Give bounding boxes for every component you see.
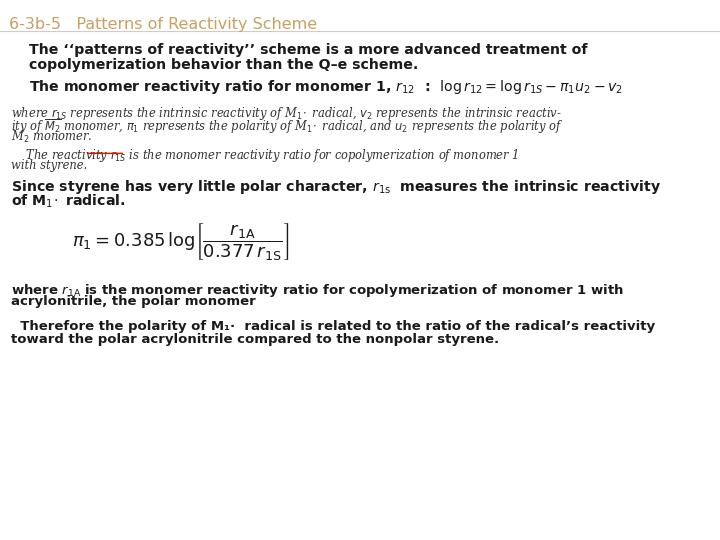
Text: copolymerization behavior than the Q–e scheme.: copolymerization behavior than the Q–e s… bbox=[29, 58, 418, 72]
Text: The reactivity $r_{1S}$ is the monomer reactivity ratio for copolymerization of : The reactivity $r_{1S}$ is the monomer r… bbox=[11, 147, 519, 164]
Text: where $r_{1\mathrm{A}}$ is the monomer reactivity ratio for copolymerization of : where $r_{1\mathrm{A}}$ is the monomer r… bbox=[11, 282, 624, 299]
Text: of M$_1\!\cdot$ radical.: of M$_1\!\cdot$ radical. bbox=[11, 193, 125, 210]
Text: Therefore the polarity of M₁·  radical is related to the ratio of the radical’s : Therefore the polarity of M₁· radical is… bbox=[11, 320, 655, 333]
Text: ity of $\overline{M_2}$ monomer, $\pi_1$ represents the polarity of M$_1\!\cdot$: ity of $\overline{M_2}$ monomer, $\pi_1$… bbox=[11, 117, 563, 136]
Text: M$_2$ monomer.: M$_2$ monomer. bbox=[11, 129, 92, 145]
Text: $\pi_1 = 0.385\,\log\!\left[\dfrac{r_{1\mathrm{A}}}{0.377\,r_{1\mathrm{S}}}\righ: $\pi_1 = 0.385\,\log\!\left[\dfrac{r_{1\… bbox=[72, 221, 289, 262]
Text: The monomer reactivity ratio for monomer 1, $r_{12}$  :  $\log r_{12} = \log r_{: The monomer reactivity ratio for monomer… bbox=[29, 78, 623, 96]
Text: with styrene.: with styrene. bbox=[11, 159, 87, 172]
Text: Since styrene has very little polar character, $r_{1\mathrm{s}}$  measures the i: Since styrene has very little polar char… bbox=[11, 178, 661, 196]
Text: acrylonitrile, the polar monomer: acrylonitrile, the polar monomer bbox=[11, 295, 256, 308]
Text: where $r_{1S}$ represents the intrinsic reactivity of M$_1\!\cdot$ radical, $v_2: where $r_{1S}$ represents the intrinsic … bbox=[11, 105, 562, 122]
Text: toward the polar acrylonitrile compared to the nonpolar styrene.: toward the polar acrylonitrile compared … bbox=[11, 333, 499, 346]
Text: 6-3b-5   Patterns of Reactivity Scheme: 6-3b-5 Patterns of Reactivity Scheme bbox=[9, 17, 317, 32]
Text: The ‘‘patterns of reactivity’’ scheme is a more advanced treatment of: The ‘‘patterns of reactivity’’ scheme is… bbox=[29, 43, 588, 57]
